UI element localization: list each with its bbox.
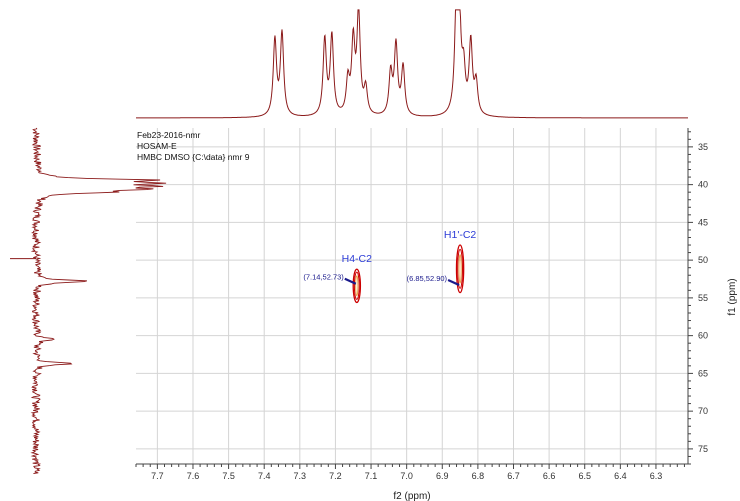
cross-peak-coordinates: (7.14,52.73) <box>303 273 344 282</box>
cross-peak: H1'-C2 (6.85,52.90) <box>407 229 477 294</box>
contour-outer <box>455 244 465 294</box>
x-tick-label: 6.4 <box>614 471 627 481</box>
x-tick-label: 6.5 <box>578 471 591 481</box>
info-line-1: Feb23-2016-nmr <box>137 130 200 140</box>
peak-pointer <box>447 279 460 287</box>
contour-outer <box>352 268 362 304</box>
x-tick-label: 7.0 <box>400 471 413 481</box>
y-tick-label: 65 <box>698 368 708 378</box>
info-text: Feb23-2016-nmr HOSAM-E HMBC DMSO {C:\dat… <box>137 130 250 162</box>
x-tick-label: 7.4 <box>258 471 271 481</box>
contour-inner <box>355 275 359 297</box>
y-tick-label: 75 <box>698 444 708 454</box>
grid-lines <box>136 128 688 464</box>
x-tick-label: 6.3 <box>650 471 663 481</box>
x-tick-label: 6.9 <box>436 471 449 481</box>
y-tick-label: 60 <box>698 331 708 341</box>
axes: 7.7 7.6 7.5 7.4 7.3 7.2 7.1 7.0 6.9 6.8 6.7 6.6 6.5 6… <box>135 128 708 481</box>
x-tick-label: 7.2 <box>329 471 342 481</box>
x-tick-label: 6.6 <box>543 471 556 481</box>
f2-projection-spectrum <box>136 9 688 119</box>
y-tick-label: 35 <box>698 142 708 152</box>
cross-peak-coordinates: (6.85,52.90) <box>407 274 448 283</box>
x-tick-label: 7.6 <box>187 471 200 481</box>
y-tick-label: 45 <box>698 217 708 227</box>
x-tick-label: 6.8 <box>472 471 485 481</box>
cross-peaks: H4-C2 (7.14,52.73) H1'-C2 (6.85,52.90) <box>303 229 477 304</box>
cross-peak-label: H1'-C2 <box>444 229 477 241</box>
x-tick-label: 6.7 <box>507 471 520 481</box>
x-tick-label: 7.1 <box>365 471 378 481</box>
x-axis-label: f2 (ppm) <box>393 491 430 501</box>
y-tick-label: 40 <box>698 180 708 190</box>
cross-peak: H4-C2 (7.14,52.73) <box>303 253 373 304</box>
f2-projection-trace <box>136 9 688 119</box>
x-tick-label: 7.7 <box>151 471 164 481</box>
contour-mid <box>353 271 360 300</box>
x-tick-label: 7.3 <box>294 471 307 481</box>
y-tick-label: 50 <box>698 255 708 265</box>
cross-peak-label: H4-C2 <box>342 253 373 265</box>
contour-inner <box>458 254 462 284</box>
info-line-2: HOSAM-E <box>137 141 177 151</box>
f1-projection-spectrum <box>10 127 167 475</box>
peak-pointer <box>344 277 357 285</box>
contour-mid <box>457 248 463 289</box>
info-line-3: HMBC DMSO {C:\data} nmr 9 <box>137 152 250 162</box>
y-axis-label: f1 (ppm) <box>727 278 738 315</box>
f1-projection-trace <box>30 127 167 475</box>
x-tick-label: 7.5 <box>222 471 235 481</box>
y-tick-label: 70 <box>698 406 708 416</box>
y-tick-label: 55 <box>698 293 708 303</box>
